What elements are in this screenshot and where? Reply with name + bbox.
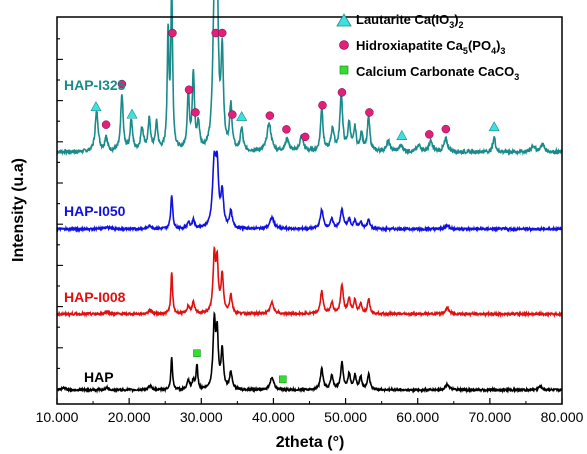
hydroxyapatite-peak-marker	[282, 125, 291, 134]
series-line-hap	[56, 310, 563, 394]
legend-square-marker	[339, 65, 349, 75]
series-label-hap: HAP	[84, 369, 114, 385]
legend-label-hydroxyapatite: Hidroxiapatite Ca5(PO4)3	[356, 38, 505, 56]
hydroxyapatite-peak-marker	[228, 110, 237, 119]
legend-label-carbonate: Calcium Carbonate CaCO3	[356, 64, 519, 82]
hydroxyapatite-peak-marker	[337, 88, 347, 97]
x-tick-label: 50.000	[324, 409, 367, 425]
lautarite-peak-marker	[236, 110, 248, 121]
x-tick-label: 60.000	[396, 409, 439, 425]
carbonate-peak-marker	[279, 375, 287, 384]
series-label-hap-i050: HAP-I050	[64, 203, 126, 219]
hydroxyapatite-peak-marker	[318, 101, 327, 110]
series-line-hap-i008	[56, 245, 563, 319]
x-tick-label: 80.000	[541, 409, 584, 425]
hydroxyapatite-peak-marker	[184, 85, 194, 95]
lautarite-peak-marker	[126, 108, 138, 119]
x-tick-label: 10.000	[36, 409, 79, 425]
x-axis-ticks: 10.000 20.000 30.000 40.000 50.000 60.000 70.0…	[36, 398, 584, 425]
x-tick-label: 30.000	[180, 409, 223, 425]
series-label-hap-i325: HAP-I325	[64, 77, 126, 93]
legend-label-lautarite: Lautarite Ca(IO3)2	[356, 12, 464, 30]
x-tick-label: 70.000	[468, 409, 511, 425]
series-line-hap-i325	[56, 0, 563, 157]
x-axis-title: 2theta (°)	[276, 434, 345, 451]
legend-circle-marker	[339, 40, 349, 50]
series-line-hap-i050	[56, 150, 563, 233]
series-layer	[56, 0, 563, 394]
hydroxyapatite-peak-marker	[265, 111, 275, 120]
legend-triangle-marker	[336, 13, 352, 27]
x-tick-label: 40.000	[252, 409, 295, 425]
lautarite-peak-marker	[90, 101, 102, 112]
lautarite-peak-marker	[488, 121, 500, 132]
y-axis-title: Intensity (u.a)	[10, 158, 27, 262]
hydroxyapatite-peak-marker	[101, 120, 111, 129]
hydroxyapatite-peak-marker	[300, 132, 310, 142]
series-label-hap-i008: HAP-I008	[64, 289, 126, 305]
x-tick-label: 20.000	[108, 409, 151, 425]
hydroxyapatite-peak-marker	[217, 28, 227, 38]
hydroxyapatite-peak-marker	[168, 28, 177, 38]
lautarite-peak-marker	[396, 130, 408, 140]
carbonate-peak-marker	[193, 349, 201, 357]
y-axis-ticks	[57, 38, 63, 390]
legend: Lautarite Ca(IO3)2 Hidroxiapatite Ca5(PO…	[336, 12, 519, 82]
hydroxyapatite-peak-marker	[191, 108, 200, 117]
hydroxyapatite-peak-marker	[425, 130, 434, 139]
marker-layer	[90, 28, 500, 384]
hydroxyapatite-peak-marker	[365, 108, 374, 117]
hydroxyapatite-peak-marker	[441, 124, 451, 134]
hydroxyapatite-peak-marker	[117, 79, 127, 89]
